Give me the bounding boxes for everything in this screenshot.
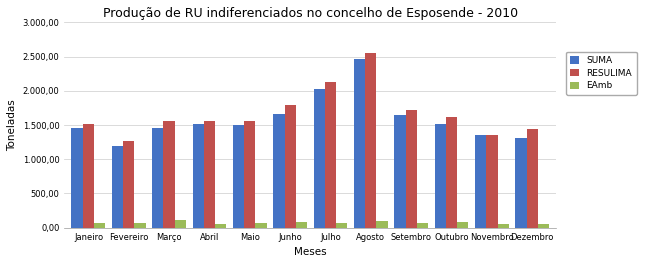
- Bar: [123, 142, 135, 228]
- Bar: [164, 121, 175, 228]
- Bar: [314, 89, 325, 228]
- Bar: [285, 105, 296, 228]
- Bar: [394, 115, 406, 228]
- Title: Produção de RU indiferenciados no concelho de Esposende - 2010: Produção de RU indiferenciados no concel…: [103, 7, 518, 20]
- Bar: [256, 223, 267, 228]
- Bar: [487, 135, 498, 228]
- Bar: [354, 59, 365, 228]
- Bar: [135, 223, 146, 228]
- Bar: [83, 124, 94, 228]
- Legend: SUMA, RESULIMA, EAmb: SUMA, RESULIMA, EAmb: [566, 52, 637, 95]
- Bar: [244, 121, 256, 228]
- Bar: [112, 146, 123, 228]
- Bar: [175, 220, 186, 228]
- Bar: [72, 129, 83, 228]
- Bar: [498, 224, 509, 228]
- Bar: [406, 110, 417, 228]
- Bar: [435, 124, 446, 228]
- Bar: [457, 222, 468, 228]
- Bar: [336, 223, 347, 228]
- Bar: [325, 82, 336, 228]
- Bar: [273, 114, 285, 228]
- Bar: [515, 138, 527, 228]
- Y-axis label: Toneladas: Toneladas: [7, 99, 17, 151]
- Bar: [365, 53, 377, 228]
- X-axis label: Meses: Meses: [294, 247, 327, 257]
- Bar: [475, 135, 487, 228]
- Bar: [527, 129, 538, 228]
- Bar: [296, 222, 307, 228]
- Bar: [152, 128, 164, 228]
- Bar: [538, 224, 549, 228]
- Bar: [377, 221, 388, 228]
- Bar: [233, 125, 244, 228]
- Bar: [94, 223, 105, 228]
- Bar: [215, 224, 226, 228]
- Bar: [417, 223, 428, 228]
- Bar: [204, 121, 215, 228]
- Bar: [446, 117, 457, 228]
- Bar: [193, 124, 204, 228]
